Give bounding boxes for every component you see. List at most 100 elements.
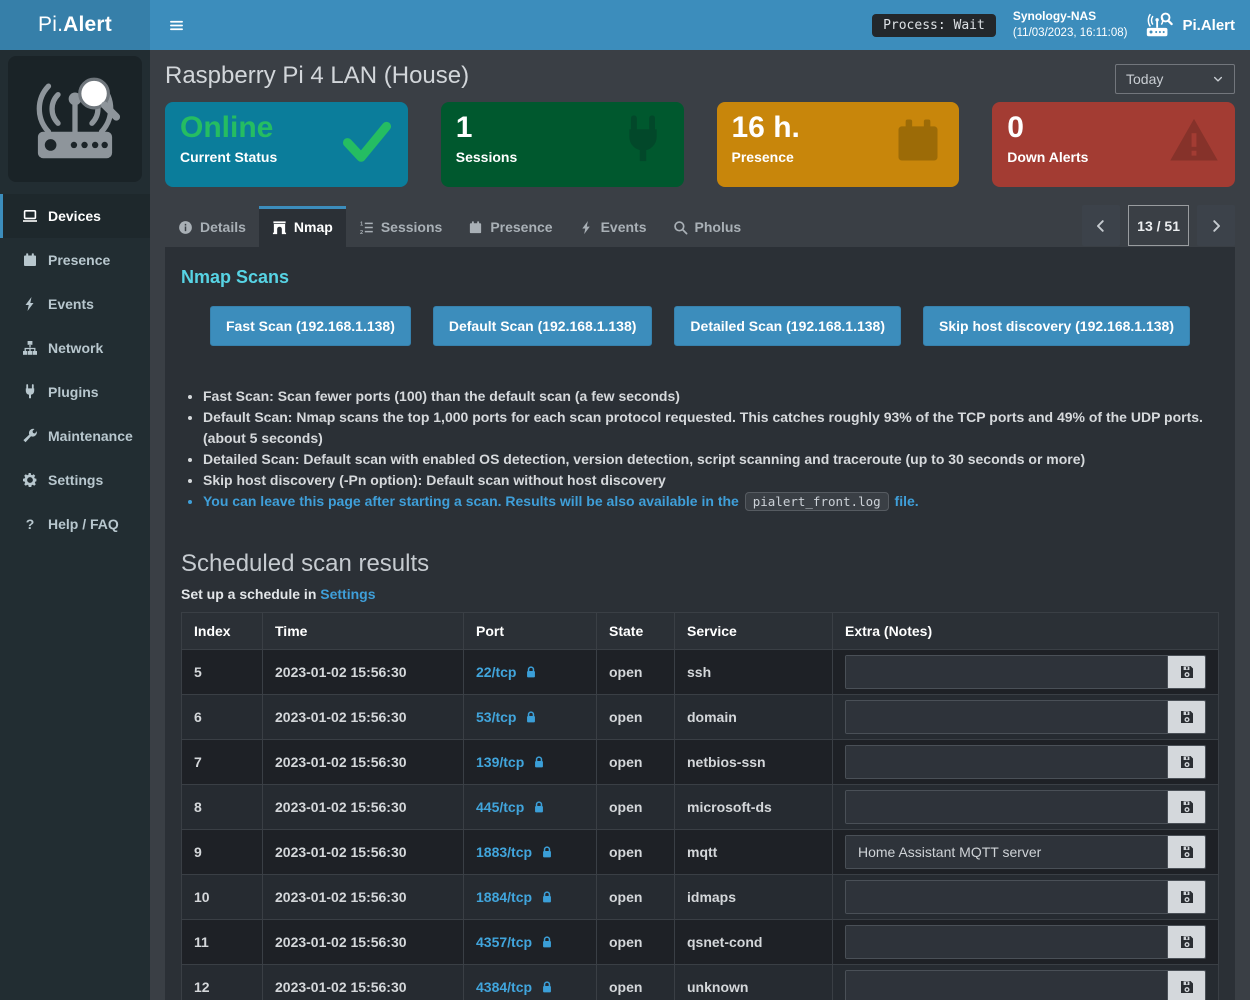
period-select-value: Today [1126,71,1164,87]
topbar-right: Process: Wait Synology-NAS (11/03/2023, … [872,8,1250,42]
cell-port: 53/tcp [463,694,597,740]
save-note-button[interactable] [1167,701,1205,733]
skip-host-discovery-button[interactable]: Skip host discovery (192.168.1.138) [922,306,1190,346]
settings-link[interactable]: Settings [320,586,376,602]
port-link[interactable]: 445/tcp [476,799,525,815]
tab-pholus[interactable]: Pholus [660,206,755,247]
period-select[interactable]: Today [1115,64,1235,94]
sidebar-item-settings[interactable]: Settings [0,458,150,502]
card-label: Presence [731,148,794,165]
cell-time: 2023-01-02 15:56:30 [262,739,464,785]
sidebar-item-events[interactable]: Events [0,282,150,326]
cell-time: 2023-01-02 15:56:30 [262,694,464,740]
floppy-icon [1179,889,1195,905]
table-row: 5 2023-01-02 15:56:30 22/tcp open ssh [181,649,1219,695]
tab-label: Presence [490,219,553,235]
lock-icon [532,755,546,769]
summary-card-presence[interactable]: 16 h. Presence [716,102,960,187]
scan-info-bullet: Default Scan: Nmap scans the top 1,000 p… [203,407,1219,449]
cell-service: unknown [674,964,833,1000]
note-input[interactable] [846,881,1167,913]
calendar-icon [892,115,944,167]
floppy-icon [1179,979,1195,995]
note-text-pre: You can leave this page after starting a… [203,493,739,509]
fast-scan-button[interactable]: Fast Scan (192.168.1.138) [209,306,411,346]
cell-service: idmaps [674,874,833,920]
cell-port: 22/tcp [463,649,597,695]
tab-events[interactable]: Events [566,206,660,247]
sidebar-item-presence[interactable]: Presence [0,238,150,282]
scan-info-bullet: Skip host discovery (-Pn option): Defaul… [203,470,1219,491]
cell-state: open [596,694,675,740]
floppy-icon [1179,709,1195,725]
port-link[interactable]: 1883/tcp [476,844,533,860]
topbar-main: Process: Wait Synology-NAS (11/03/2023, … [150,0,1250,50]
note-input[interactable] [846,926,1167,958]
save-note-button[interactable] [1167,656,1205,688]
table-row: 9 2023-01-02 15:56:30 1883/tcp open mqtt [181,829,1219,875]
cell-notes [832,829,1219,875]
table-row: 11 2023-01-02 15:56:30 4357/tcp open qsn… [181,919,1219,965]
column-header-service: Service [674,612,833,650]
tab-details[interactable]: Details [165,206,259,247]
prev-device-button[interactable] [1082,205,1121,246]
port-link[interactable]: 4357/tcp [476,934,533,950]
default-scan-button[interactable]: Default Scan (192.168.1.138) [432,306,653,346]
chevron-down-icon [1212,73,1224,85]
cell-port: 1884/tcp [463,874,597,920]
note-input[interactable] [846,791,1167,823]
save-note-button[interactable] [1167,926,1205,958]
detailed-scan-button[interactable]: Detailed Scan (192.168.1.138) [674,306,901,346]
note-input[interactable] [846,746,1167,778]
sidebar-item-maintenance[interactable]: Maintenance [0,414,150,458]
save-note-button[interactable] [1167,971,1205,1000]
summary-card-current-status[interactable]: Online Current Status [165,102,408,187]
menu-icon[interactable] [169,18,184,33]
note-input[interactable] [846,656,1167,688]
column-header-port: Port [463,612,597,650]
cell-time: 2023-01-02 15:56:30 [262,649,464,695]
note-input[interactable] [846,701,1167,733]
note-input[interactable] [846,971,1167,1000]
save-note-button[interactable] [1167,746,1205,778]
sidebar-item-help-faq[interactable]: ? Help / FAQ [0,502,150,546]
cell-index: 9 [181,829,263,875]
summary-card-down-alerts[interactable]: 0 Down Alerts [992,102,1235,187]
save-note-button[interactable] [1167,881,1205,913]
sidebar-item-devices[interactable]: Devices [0,194,150,238]
next-device-button[interactable] [1197,205,1235,246]
table-row: 7 2023-01-02 15:56:30 139/tcp open netbi… [181,739,1219,785]
table-row: 8 2023-01-02 15:56:30 445/tcp open micro… [181,784,1219,830]
tab-presence[interactable]: Presence [455,206,565,247]
laptop-icon [22,208,38,224]
sidebar-item-label: Maintenance [48,428,133,444]
port-link[interactable]: 22/tcp [476,664,517,680]
app-home-link[interactable]: Pi.Alert [1144,10,1235,40]
cell-service: microsoft-ds [674,784,833,830]
port-link[interactable]: 139/tcp [476,754,525,770]
cell-port: 4384/tcp [463,964,597,1000]
sidebar-item-network[interactable]: Network [0,326,150,370]
archway-icon [272,220,287,235]
sidebar-item-plugins[interactable]: Plugins [0,370,150,414]
lock-icon [532,800,546,814]
port-link[interactable]: 1884/tcp [476,889,533,905]
cell-notes [832,919,1219,965]
lock-icon [540,980,554,994]
save-note-button[interactable] [1167,791,1205,823]
tab-sessions[interactable]: 1 2 Sessions [346,206,455,247]
save-note-button[interactable] [1167,836,1205,868]
cell-time: 2023-01-02 15:56:30 [262,829,464,875]
sidebar-item-label: Events [48,296,94,312]
summary-card-sessions[interactable]: 1 Sessions [440,102,684,187]
port-link[interactable]: 53/tcp [476,709,517,725]
router-search-icon [1144,10,1174,40]
port-link[interactable]: 4384/tcp [476,979,533,995]
note-input[interactable] [846,836,1167,868]
column-header-state: State [596,612,675,650]
note-input-group [845,925,1206,959]
tab-nmap[interactable]: Nmap [258,206,346,247]
host-name: Synology-NAS [1012,8,1097,23]
brand-logo[interactable]: Pi. Alert [0,0,150,50]
